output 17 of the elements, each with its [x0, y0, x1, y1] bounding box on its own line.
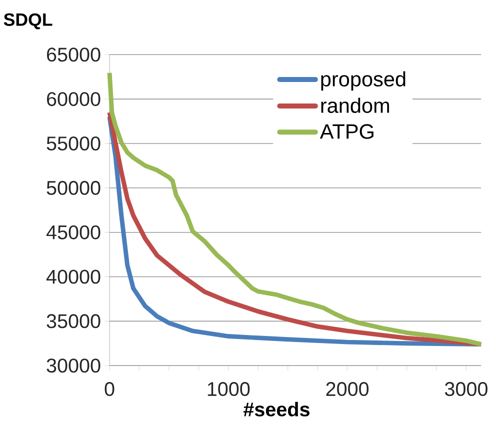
- legend-label: ATPG: [320, 124, 374, 139]
- x-axis-title: #seeds: [243, 402, 310, 416]
- y-tick-label: 60000: [47, 92, 100, 106]
- y-tick-label: 30000: [46, 358, 100, 373]
- x-tick-label: 3000: [444, 382, 488, 396]
- y-tick-label: 65000: [47, 48, 100, 62]
- legend-label: proposed: [321, 71, 406, 91]
- y-tick-label: 45000: [46, 225, 100, 240]
- y-tick-label: 35000: [46, 314, 100, 328]
- x-tick-label: 1000: [208, 382, 250, 396]
- x-tick-label: 0: [104, 382, 114, 396]
- y-tick-label: 40000: [46, 270, 100, 284]
- y-tick-label: 50000: [46, 180, 100, 195]
- y-tick-label: 55000: [46, 136, 100, 150]
- x-tick-label: 2000: [326, 382, 369, 396]
- legend-label: random: [321, 98, 389, 113]
- y-axis-title: SDQL: [4, 13, 52, 30]
